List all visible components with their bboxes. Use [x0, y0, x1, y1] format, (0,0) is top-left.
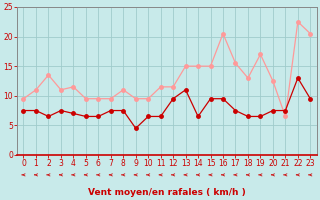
- X-axis label: Vent moyen/en rafales ( km/h ): Vent moyen/en rafales ( km/h ): [88, 188, 246, 197]
